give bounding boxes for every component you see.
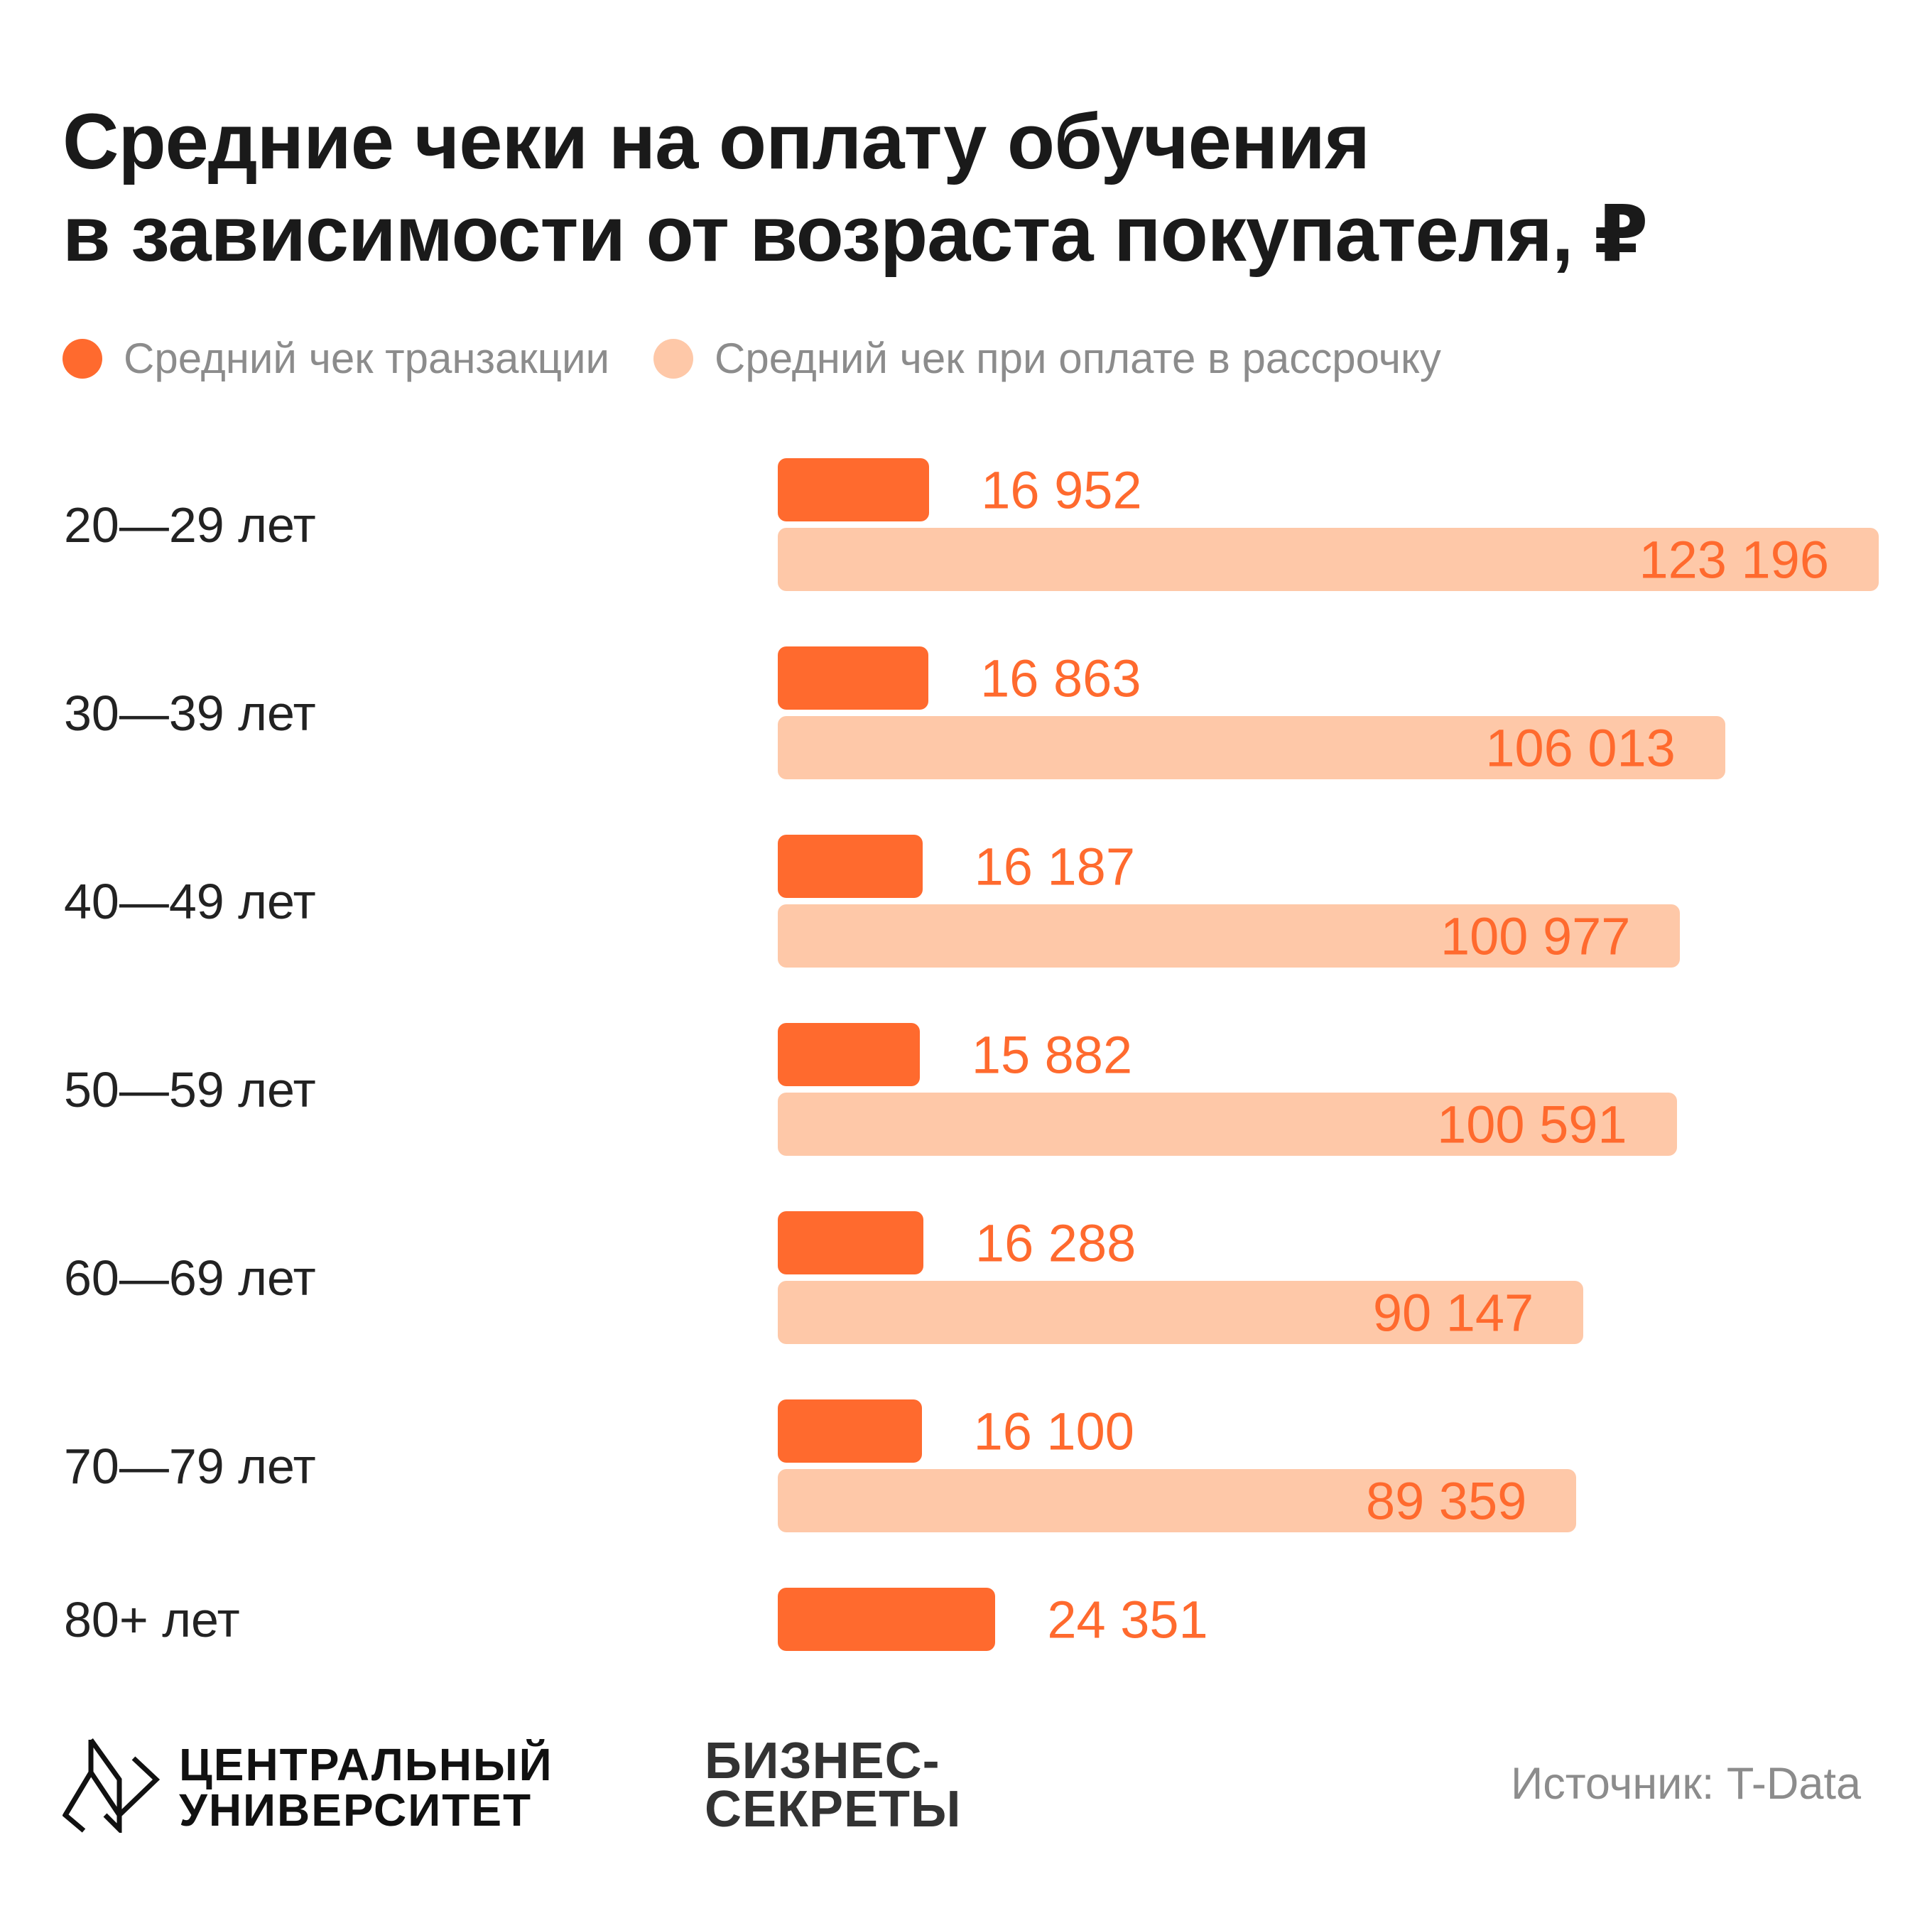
legend: Средний чек транзакции Средний чек при о… — [63, 334, 1485, 383]
logo-line: УНИВЕРСИТЕТ — [179, 1785, 533, 1836]
category-label: 80+ лет — [64, 1591, 240, 1647]
legend-item-installment: Средний чек при оплате в рассрочку — [653, 334, 1441, 383]
bar-transaction — [778, 1023, 920, 1086]
value-label-transaction: 16 187 — [974, 837, 1135, 896]
bar-transaction — [778, 1399, 922, 1463]
value-label-installment: 89 359 — [1365, 1471, 1527, 1530]
value-label-installment: 90 147 — [1372, 1283, 1534, 1342]
central-university-wordmark: ЦЕНТРАЛЬНЫЙ УНИВЕРСИТЕТ — [179, 1742, 553, 1833]
bar-installment — [778, 1093, 1677, 1156]
chart-title: Средние чеки на оплату обучения в зависи… — [63, 96, 1648, 281]
source-note: Источник: T-Data — [1510, 1759, 1861, 1809]
bar-installment — [778, 904, 1681, 968]
legend-label: Средний чек транзакции — [124, 335, 610, 382]
bar-transaction — [778, 458, 930, 521]
value-label-installment: 123 196 — [1639, 530, 1830, 589]
value-label-transaction: 15 882 — [971, 1025, 1133, 1084]
bar-transaction — [778, 835, 923, 898]
bar-chart: 20—29 лет 16 952 123 196 30—39 лет 16 863 106… — [64, 458, 1879, 1651]
category-label: 70—79 лет — [64, 1438, 316, 1494]
logo-line: ЦЕНТРАЛЬНЫЙ — [179, 1739, 553, 1790]
bar-installment — [778, 528, 1879, 591]
bar-transaction — [778, 1211, 923, 1274]
value-label-transaction: 16 288 — [975, 1213, 1136, 1272]
bar-installment — [778, 1281, 1584, 1344]
value-label-transaction: 24 351 — [1047, 1590, 1208, 1649]
value-label-transaction: 16 952 — [981, 460, 1142, 519]
legend-label: Средний чек при оплате в рассрочку — [715, 335, 1441, 382]
central-university-logo-icon — [63, 1738, 161, 1833]
value-label-installment: 100 977 — [1440, 906, 1631, 965]
category-label: 30—39 лет — [64, 685, 316, 741]
category-label: 40—49 лет — [64, 873, 316, 929]
value-label-transaction: 16 100 — [973, 1402, 1134, 1461]
legend-item-transaction: Средний чек транзакции — [63, 334, 609, 383]
bar-installment — [778, 1469, 1577, 1532]
category-label: 20—29 лет — [64, 497, 316, 553]
value-label-transaction: 16 863 — [980, 649, 1141, 708]
legend-dot-icon — [653, 338, 694, 379]
title-line-2: в зависимости от возраста покупателя, ₽ — [63, 190, 1648, 278]
value-label-installment: 100 591 — [1437, 1095, 1627, 1154]
category-label: 50—59 лет — [64, 1061, 316, 1117]
category-label: 60—69 лет — [64, 1250, 316, 1306]
title-line-1: Средние чеки на оплату обучения — [63, 98, 1370, 185]
logo-line: БИЗНЕС- — [705, 1733, 940, 1789]
legend-dot-icon — [63, 338, 102, 379]
bar-transaction — [778, 646, 929, 710]
bar-installment — [778, 716, 1725, 779]
value-label-installment: 106 013 — [1485, 718, 1676, 777]
logo-line: СЕКРЕТЫ — [705, 1781, 962, 1838]
business-secrets-wordmark: БИЗНЕС- СЕКРЕТЫ — [705, 1733, 962, 1838]
bar-transaction — [778, 1588, 996, 1651]
